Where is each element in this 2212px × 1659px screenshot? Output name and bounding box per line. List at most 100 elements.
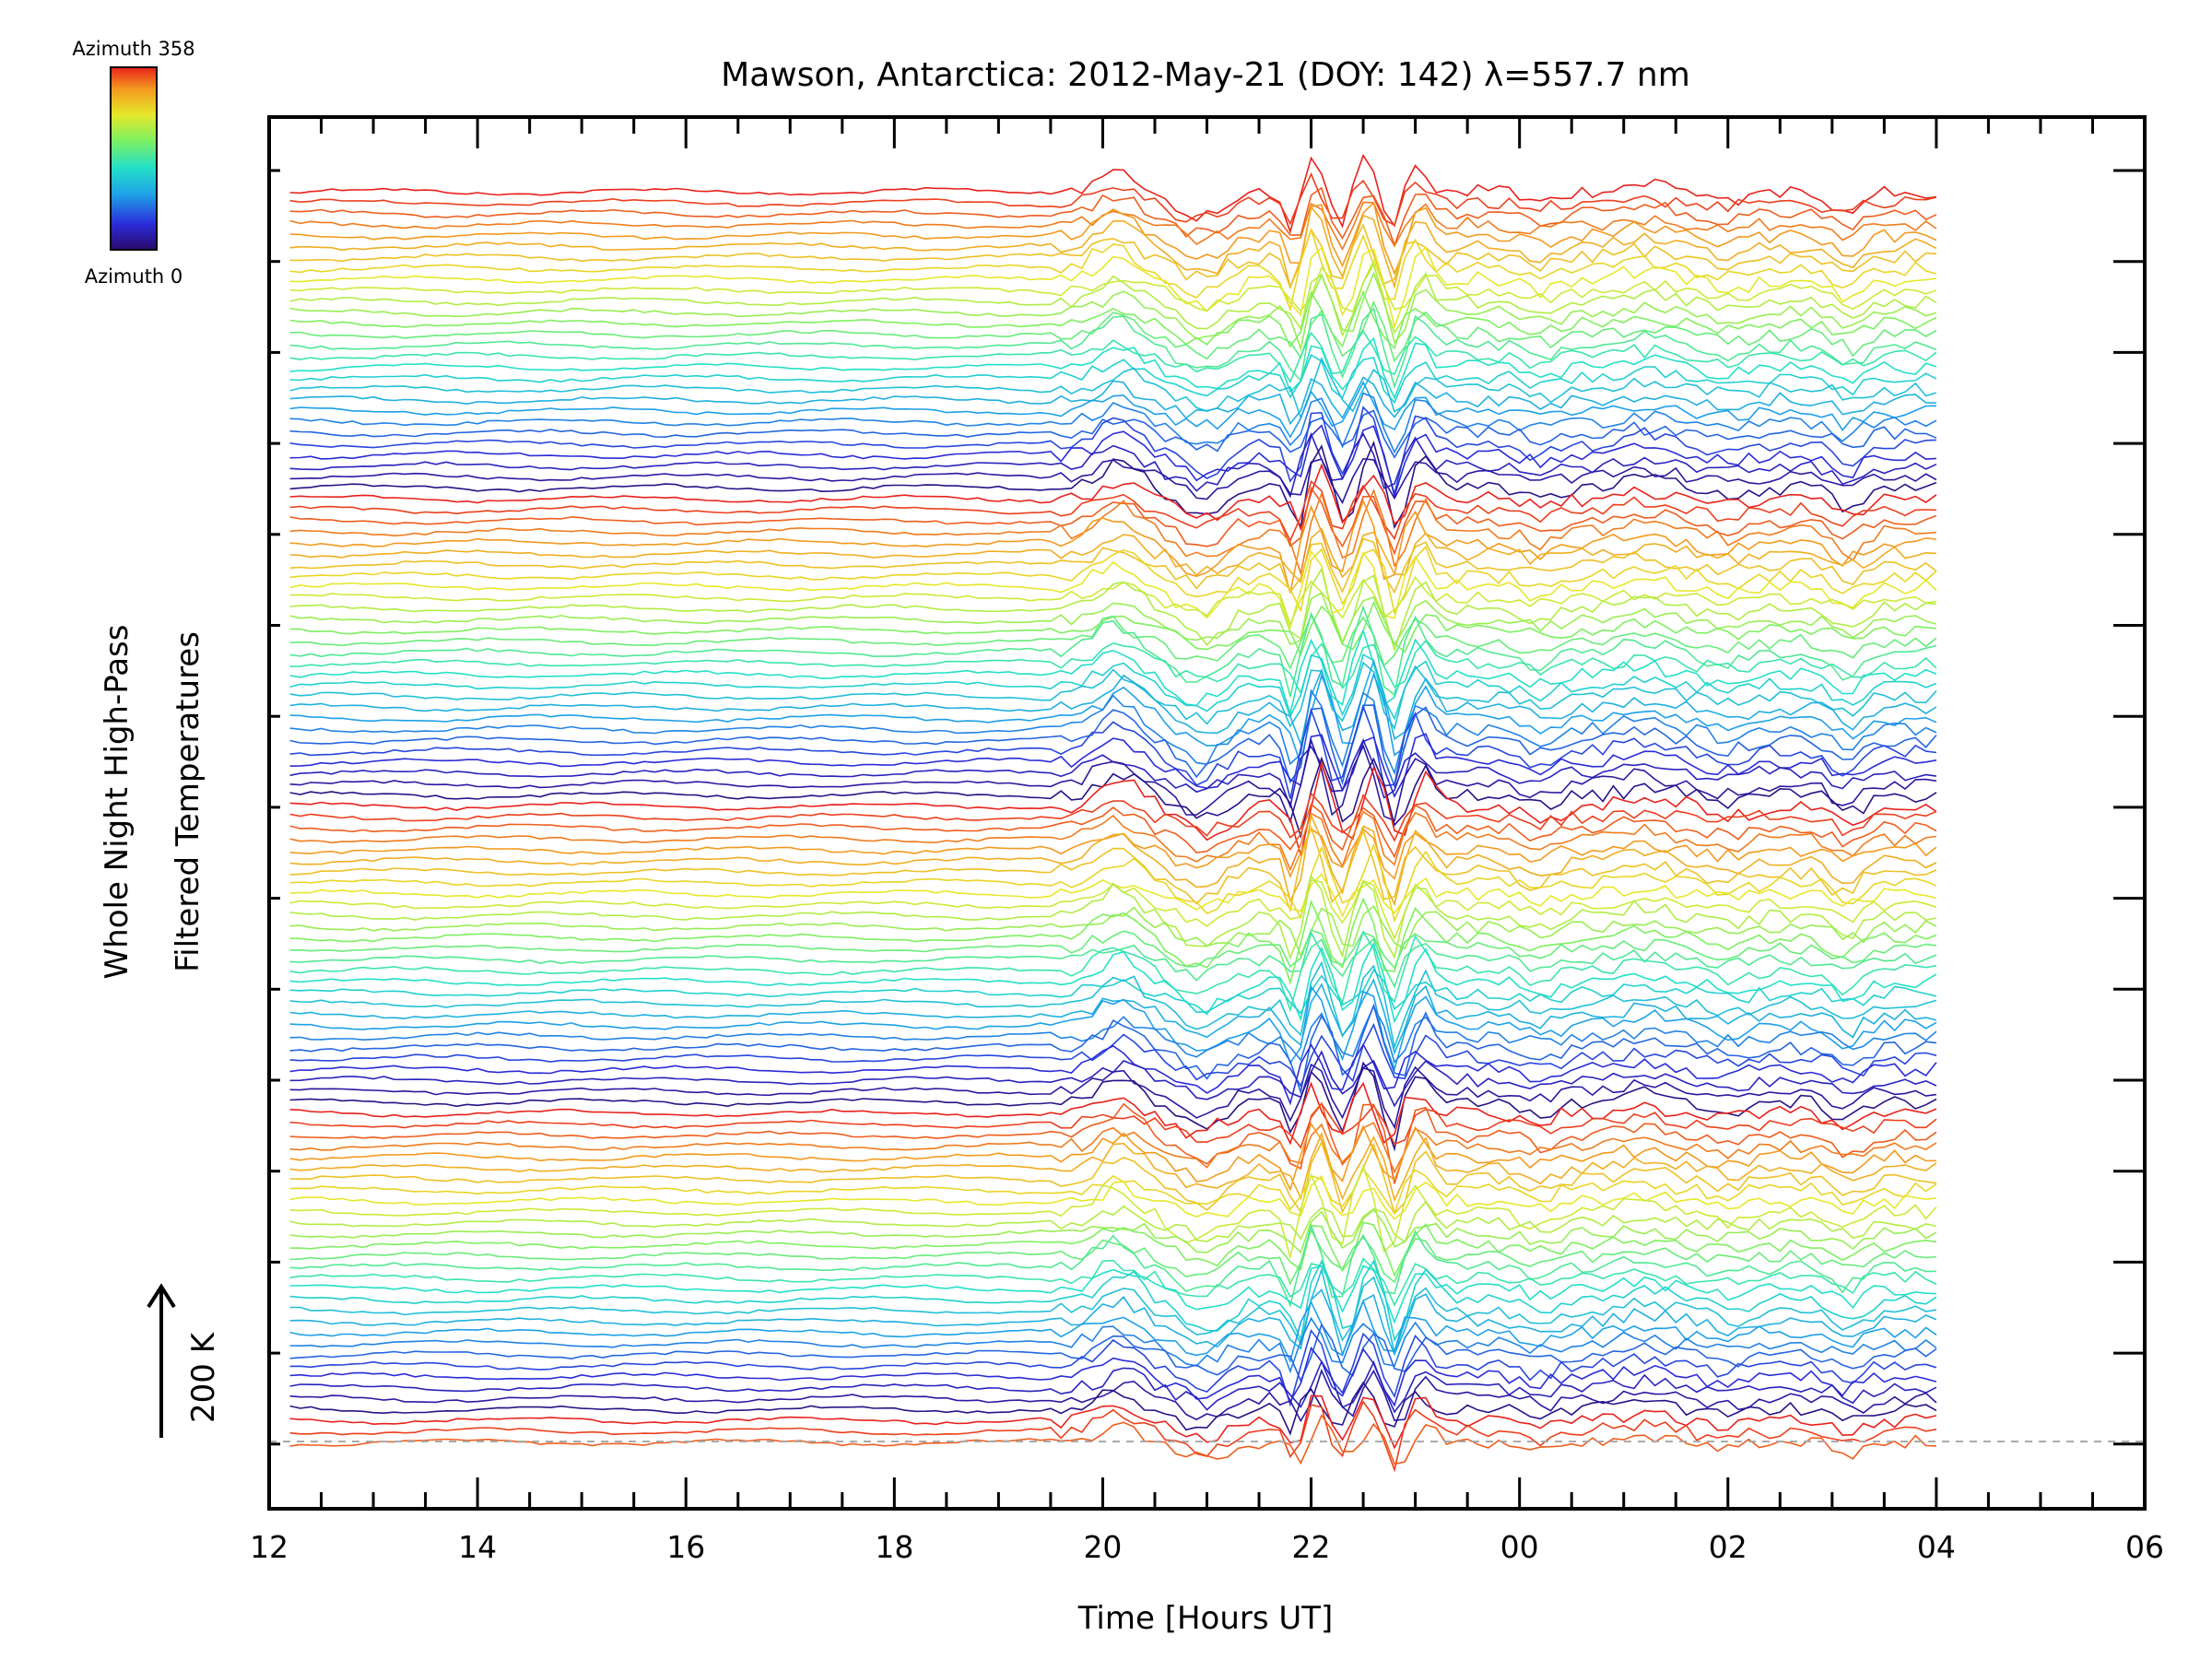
series-line bbox=[289, 737, 1937, 824]
scale-bar: 200 K bbox=[147, 1283, 222, 1438]
series-line bbox=[289, 424, 1936, 500]
x-tick-label: 18 bbox=[875, 1529, 913, 1565]
x-tick-label: 00 bbox=[1500, 1529, 1539, 1565]
x-tick-label: 20 bbox=[1083, 1529, 1122, 1565]
series-line bbox=[289, 1122, 1937, 1174]
plot-frame bbox=[267, 115, 2147, 1511]
series-line bbox=[289, 672, 1937, 768]
series-line bbox=[289, 1167, 1937, 1216]
series-line bbox=[289, 1122, 1936, 1192]
series-line bbox=[289, 1101, 1937, 1184]
series-line bbox=[289, 1022, 1937, 1088]
series-line bbox=[289, 978, 1937, 1055]
series-line bbox=[289, 1346, 1937, 1407]
x-tick-label: 06 bbox=[2125, 1529, 2164, 1565]
series-line bbox=[289, 537, 1937, 594]
series-line bbox=[289, 406, 1936, 497]
series-line bbox=[289, 1267, 1937, 1356]
series-line bbox=[289, 300, 1937, 363]
series-line bbox=[289, 828, 1937, 880]
series-line bbox=[289, 262, 1937, 337]
traces bbox=[289, 153, 1937, 1473]
series-line bbox=[289, 960, 1937, 1051]
series-line bbox=[289, 879, 1937, 941]
series-line bbox=[289, 171, 1937, 227]
series-line bbox=[289, 1323, 1937, 1383]
series-line bbox=[289, 605, 1937, 697]
series-line bbox=[289, 653, 1937, 721]
series-line bbox=[289, 1208, 1937, 1254]
series-line bbox=[289, 756, 1937, 840]
series-line bbox=[289, 1063, 1937, 1130]
series-line bbox=[289, 1221, 1937, 1277]
series-line bbox=[289, 628, 1937, 717]
colorbar: Azimuth 358 Azimuth 0 bbox=[72, 38, 194, 288]
x-axis-label: Time [Hours UT] bbox=[1077, 1600, 1334, 1637]
series-line bbox=[289, 688, 1937, 776]
series-line bbox=[289, 1131, 1937, 1203]
series-line bbox=[289, 1400, 1937, 1473]
series-line bbox=[289, 289, 1937, 350]
colorbar-gradient bbox=[110, 66, 158, 251]
series-line bbox=[289, 1061, 1937, 1152]
series-line bbox=[289, 336, 1937, 400]
series-line bbox=[289, 813, 1937, 907]
series-line bbox=[289, 1359, 1937, 1414]
series-line bbox=[289, 1228, 1936, 1286]
series-line bbox=[289, 929, 1937, 970]
series-line bbox=[289, 1174, 1936, 1220]
x-tick-label: 16 bbox=[666, 1529, 705, 1565]
colorbar-top-label: Azimuth 358 bbox=[72, 38, 194, 60]
y-axis-label-line-2: Filtered Temperatures bbox=[170, 631, 206, 972]
series-line bbox=[289, 1288, 1937, 1357]
x-tick-label: 12 bbox=[250, 1529, 288, 1565]
series-line bbox=[289, 759, 1937, 855]
series-line bbox=[289, 153, 1937, 234]
series-line bbox=[289, 357, 1937, 420]
series-line bbox=[289, 905, 1937, 958]
series-line bbox=[289, 431, 1937, 499]
series-line bbox=[289, 463, 1937, 532]
series-line bbox=[289, 661, 1937, 731]
series-line bbox=[289, 499, 1936, 594]
x-tick-label: 04 bbox=[1917, 1529, 1956, 1565]
series-line bbox=[289, 825, 1937, 913]
series-line bbox=[289, 567, 1936, 653]
series-line bbox=[289, 873, 1937, 918]
series-line bbox=[289, 392, 1937, 454]
series-line bbox=[289, 201, 1937, 252]
series-line bbox=[289, 1328, 1937, 1407]
series-line bbox=[289, 640, 1937, 696]
series-line bbox=[289, 307, 1937, 390]
series-line bbox=[289, 1164, 1937, 1258]
series-line bbox=[289, 930, 1937, 1013]
series-line bbox=[289, 1259, 1937, 1342]
series-line bbox=[289, 704, 1937, 789]
series-line bbox=[289, 937, 1937, 989]
x-tick-label: 14 bbox=[458, 1529, 497, 1565]
series-line bbox=[289, 545, 1937, 615]
series-line bbox=[289, 479, 1936, 543]
series-line bbox=[289, 942, 1937, 1024]
series-line bbox=[289, 271, 1937, 352]
x-tick-label: 22 bbox=[1292, 1529, 1331, 1565]
series-line bbox=[289, 1299, 1937, 1364]
series-line bbox=[289, 1081, 1937, 1146]
series-line bbox=[289, 575, 1937, 627]
series-line bbox=[289, 704, 1936, 799]
series-line bbox=[289, 792, 1937, 842]
series-line bbox=[289, 1102, 1937, 1149]
series-line bbox=[289, 381, 1936, 439]
series-line bbox=[289, 874, 1937, 960]
series-line bbox=[289, 1003, 1936, 1096]
series-line bbox=[289, 1414, 1936, 1465]
series-line bbox=[289, 810, 1936, 872]
series-line bbox=[289, 1223, 1936, 1308]
series-line bbox=[289, 1140, 1937, 1216]
series-line bbox=[289, 201, 1937, 276]
series-line bbox=[289, 1394, 1937, 1450]
series-line bbox=[289, 330, 1937, 383]
series-line bbox=[289, 354, 1937, 404]
series-line bbox=[289, 658, 1937, 747]
series-line bbox=[289, 969, 1937, 1015]
